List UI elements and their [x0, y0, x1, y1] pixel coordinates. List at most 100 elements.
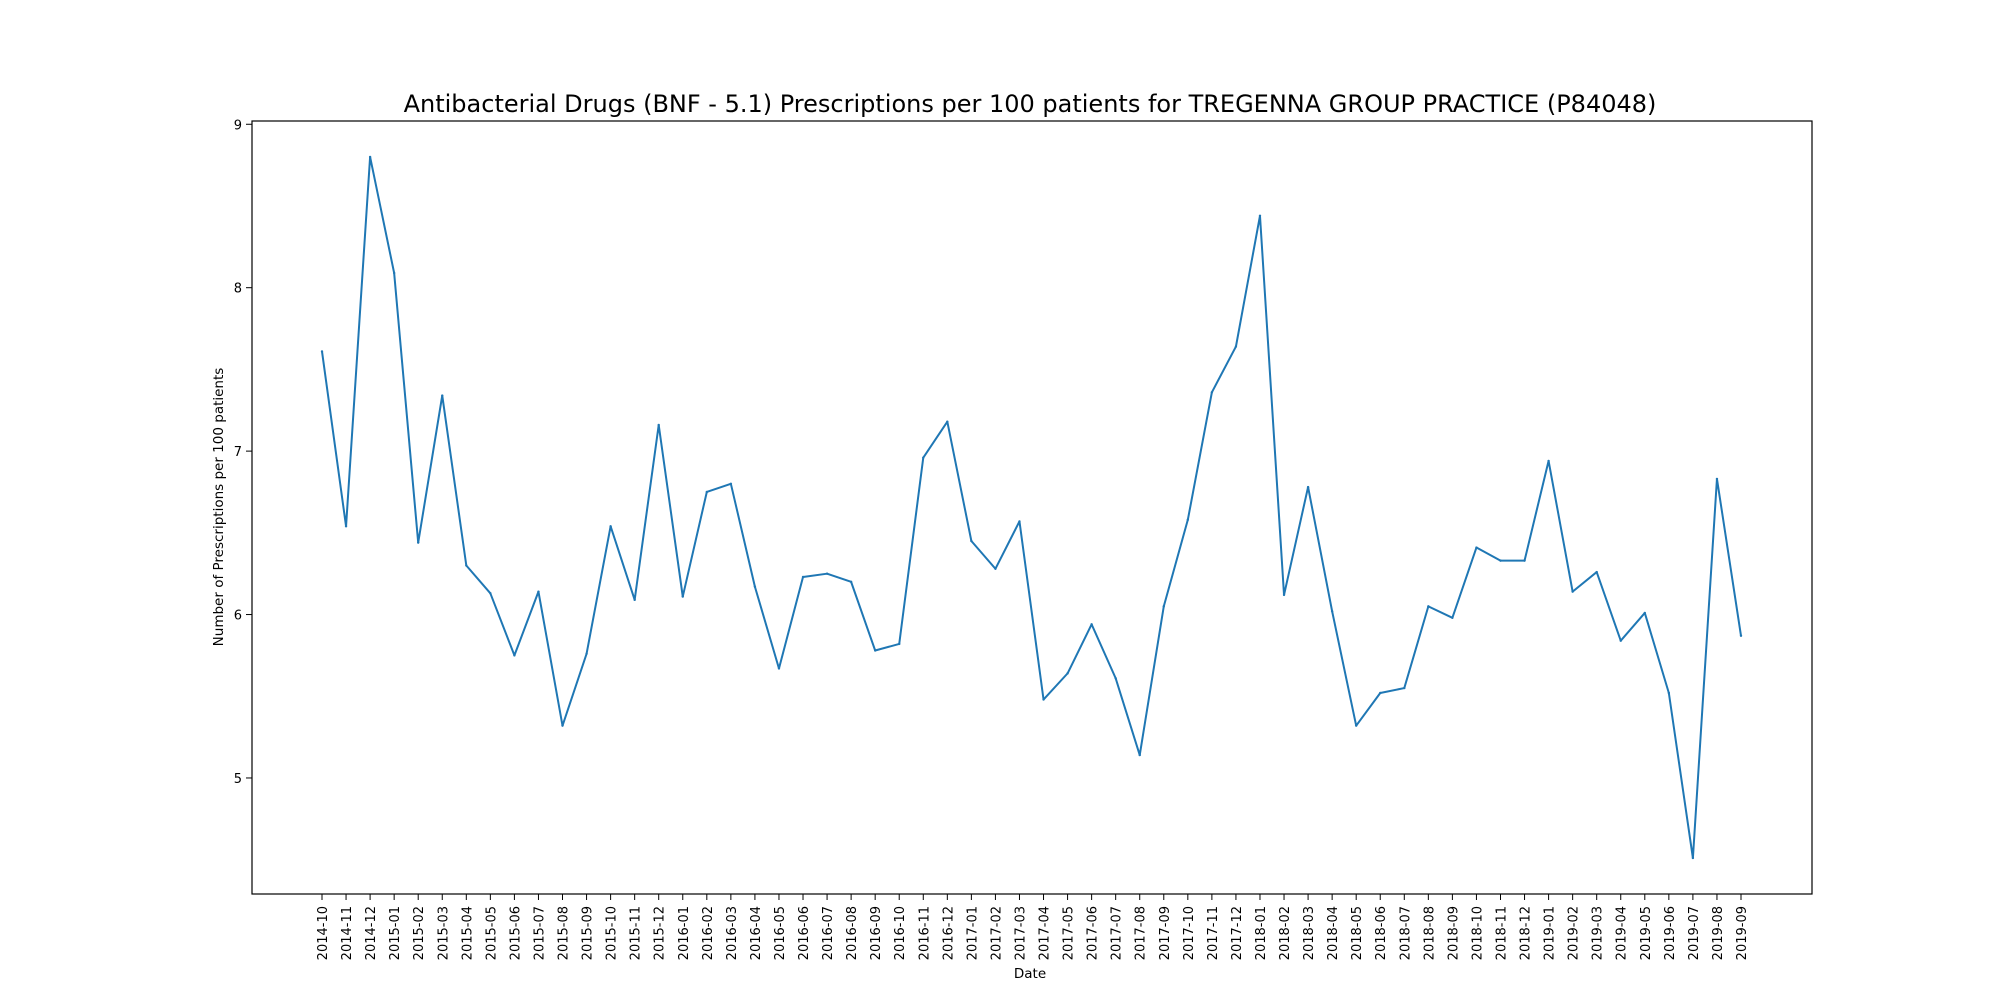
x-tick-label: 2019-06 [1663, 906, 1678, 960]
x-tick-label: 2017-09 [1158, 906, 1173, 960]
data-point [1258, 214, 1262, 217]
data-point [368, 155, 372, 159]
data-point [1595, 570, 1598, 574]
x-tick-label: 2017-05 [1062, 906, 1077, 960]
x-tick-label: 2018-05 [1350, 906, 1365, 960]
data-point [994, 567, 997, 570]
x-tick-label: 2018-04 [1326, 906, 1341, 960]
x-axis-ticks: 2014-10 2014-11 2014-12 2015-01 2015-02 2015-… [316, 894, 1750, 960]
data-point [1571, 590, 1574, 593]
x-tick-label: 2016-06 [797, 906, 812, 960]
data-point [1234, 345, 1238, 348]
data-point [1691, 856, 1695, 860]
data-point [898, 642, 901, 646]
x-tick-label: 2018-12 [1519, 906, 1534, 960]
data-point [1739, 634, 1743, 637]
data-point [633, 598, 636, 602]
data-point [946, 420, 949, 423]
x-tick-label: 2018-01 [1254, 906, 1269, 960]
data-point [344, 525, 348, 528]
data-point [705, 490, 709, 494]
data-point [1138, 753, 1141, 757]
x-tick-label: 2019-02 [1567, 906, 1582, 960]
x-tick-label: 2015-05 [484, 906, 499, 960]
x-tick-label: 2015-10 [605, 906, 620, 960]
x-tick-label: 2018-08 [1422, 906, 1437, 960]
data-point [1042, 698, 1045, 701]
data-point [1114, 677, 1117, 680]
data-point [417, 541, 420, 544]
x-tick-label: 2017-10 [1182, 906, 1197, 960]
y-tick-label: 9 [234, 118, 242, 133]
x-tick-label: 2014-11 [340, 906, 355, 960]
data-point [922, 456, 925, 459]
x-tick-label: 2017-02 [989, 906, 1004, 960]
x-tick-label: 2016-08 [845, 906, 860, 960]
x-axis-label: Date [1014, 966, 1046, 982]
x-tick-label: 2015-03 [436, 906, 451, 960]
data-point [801, 575, 805, 579]
data-point [873, 649, 877, 652]
data-point [825, 572, 829, 575]
x-tick-label: 2017-08 [1134, 906, 1149, 960]
x-tick-label: 2015-04 [460, 906, 475, 960]
data-point [1306, 485, 1310, 489]
x-tick-label: 2016-10 [893, 906, 908, 960]
data-point [1547, 459, 1550, 463]
data-point [970, 539, 973, 543]
x-tick-label: 2016-11 [917, 906, 932, 960]
data-point [1619, 639, 1622, 642]
data-point [657, 423, 660, 427]
x-tick-label: 2019-09 [1735, 906, 1750, 960]
data-point [537, 590, 540, 593]
data-point [1427, 605, 1430, 608]
x-tick-label: 2014-12 [364, 906, 379, 960]
data-point [1210, 391, 1214, 394]
x-tick-label: 2016-01 [677, 906, 692, 960]
y-axis-ticks: 5 6 7 8 9 [234, 118, 252, 787]
data-point [753, 585, 757, 588]
y-tick-label: 6 [234, 609, 242, 624]
data-point [777, 667, 781, 670]
x-tick-label: 2017-11 [1206, 906, 1221, 960]
series-points [320, 155, 1743, 860]
x-tick-label: 2018-06 [1374, 906, 1389, 960]
data-point [513, 654, 516, 657]
x-tick-label: 2015-06 [508, 906, 523, 960]
data-point [1475, 546, 1478, 549]
x-tick-label: 2015-08 [557, 906, 572, 960]
x-tick-label: 2019-04 [1615, 906, 1630, 960]
x-tick-label: 2019-01 [1543, 906, 1558, 960]
data-point [561, 724, 564, 727]
data-point [1451, 616, 1454, 620]
data-point [1066, 672, 1069, 675]
data-point [1499, 559, 1502, 562]
data-point [1523, 559, 1526, 562]
x-tick-label: 2014-10 [316, 906, 331, 960]
x-tick-label: 2018-02 [1278, 906, 1293, 960]
x-tick-label: 2019-05 [1639, 906, 1654, 960]
x-tick-label: 2015-07 [532, 906, 547, 960]
data-point [465, 564, 468, 567]
data-point [1090, 623, 1093, 626]
data-point [1643, 611, 1646, 615]
data-point [1715, 477, 1719, 481]
data-point [392, 271, 396, 275]
x-tick-label: 2018-07 [1398, 906, 1413, 960]
data-point [1354, 724, 1358, 727]
data-point [681, 595, 684, 598]
data-point [1186, 518, 1190, 521]
y-tick-label: 8 [234, 282, 242, 297]
x-tick-label: 2017-03 [1013, 906, 1028, 960]
x-tick-label: 2015-09 [581, 906, 596, 960]
y-tick-label: 5 [234, 772, 242, 787]
x-tick-label: 2016-04 [749, 906, 764, 960]
data-point [320, 350, 324, 353]
data-point [1667, 691, 1671, 695]
data-point [585, 652, 588, 655]
x-tick-label: 2016-05 [773, 906, 788, 960]
x-tick-label: 2016-09 [869, 906, 884, 960]
x-tick-label: 2016-03 [725, 906, 740, 960]
